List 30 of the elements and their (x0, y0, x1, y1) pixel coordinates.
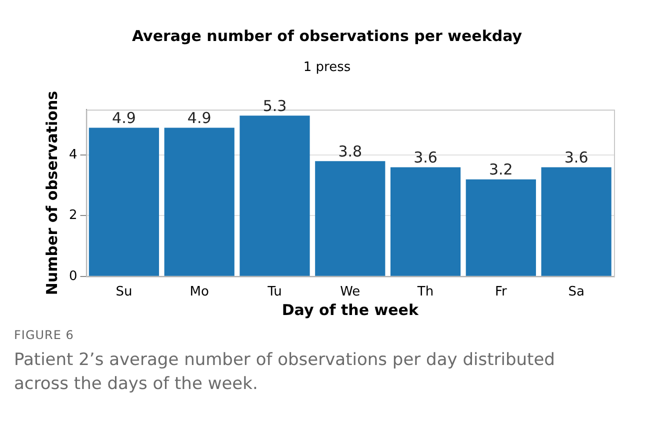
bar (315, 161, 386, 276)
text: Patient 2’s average number of observations per day distributed across the days of the week. (14, 349, 556, 396)
y-tick-label: 2 (68, 208, 78, 224)
x-tick-label: Su (116, 284, 132, 300)
data-label: 3.6 (564, 148, 588, 167)
data-label: 3.2 (488, 160, 513, 179)
data-label: 4.9 (112, 109, 136, 128)
bar (390, 167, 461, 276)
data-label: 3.8 (338, 142, 362, 161)
data-label: 3.6 (414, 148, 438, 167)
y-axis-title: Number of observations (42, 90, 61, 296)
chart-title: Average number of observations per weekday (132, 26, 522, 45)
bar (164, 128, 234, 276)
bar (466, 179, 536, 276)
y-tick-label: 0 (68, 268, 78, 284)
data-label: 5.3 (262, 97, 287, 116)
x-tick-label: Fr (494, 284, 508, 300)
x-tick-label: Sa (568, 284, 584, 300)
bar (541, 167, 612, 276)
x-tick-label: Th (416, 284, 434, 300)
x-tick-label: Tu (266, 284, 282, 300)
y-tick-label: 4 (68, 147, 78, 162)
x-axis-title: Day of the week (282, 300, 420, 319)
data-label: 4.9 (187, 109, 212, 128)
x-tick-label: We (340, 284, 360, 300)
bar (240, 116, 310, 276)
chart-subtitle: 1 press (303, 60, 351, 76)
caption: FIGURE 6 (14, 328, 75, 342)
bar (88, 128, 160, 276)
x-tick-label: Mo (190, 284, 209, 300)
